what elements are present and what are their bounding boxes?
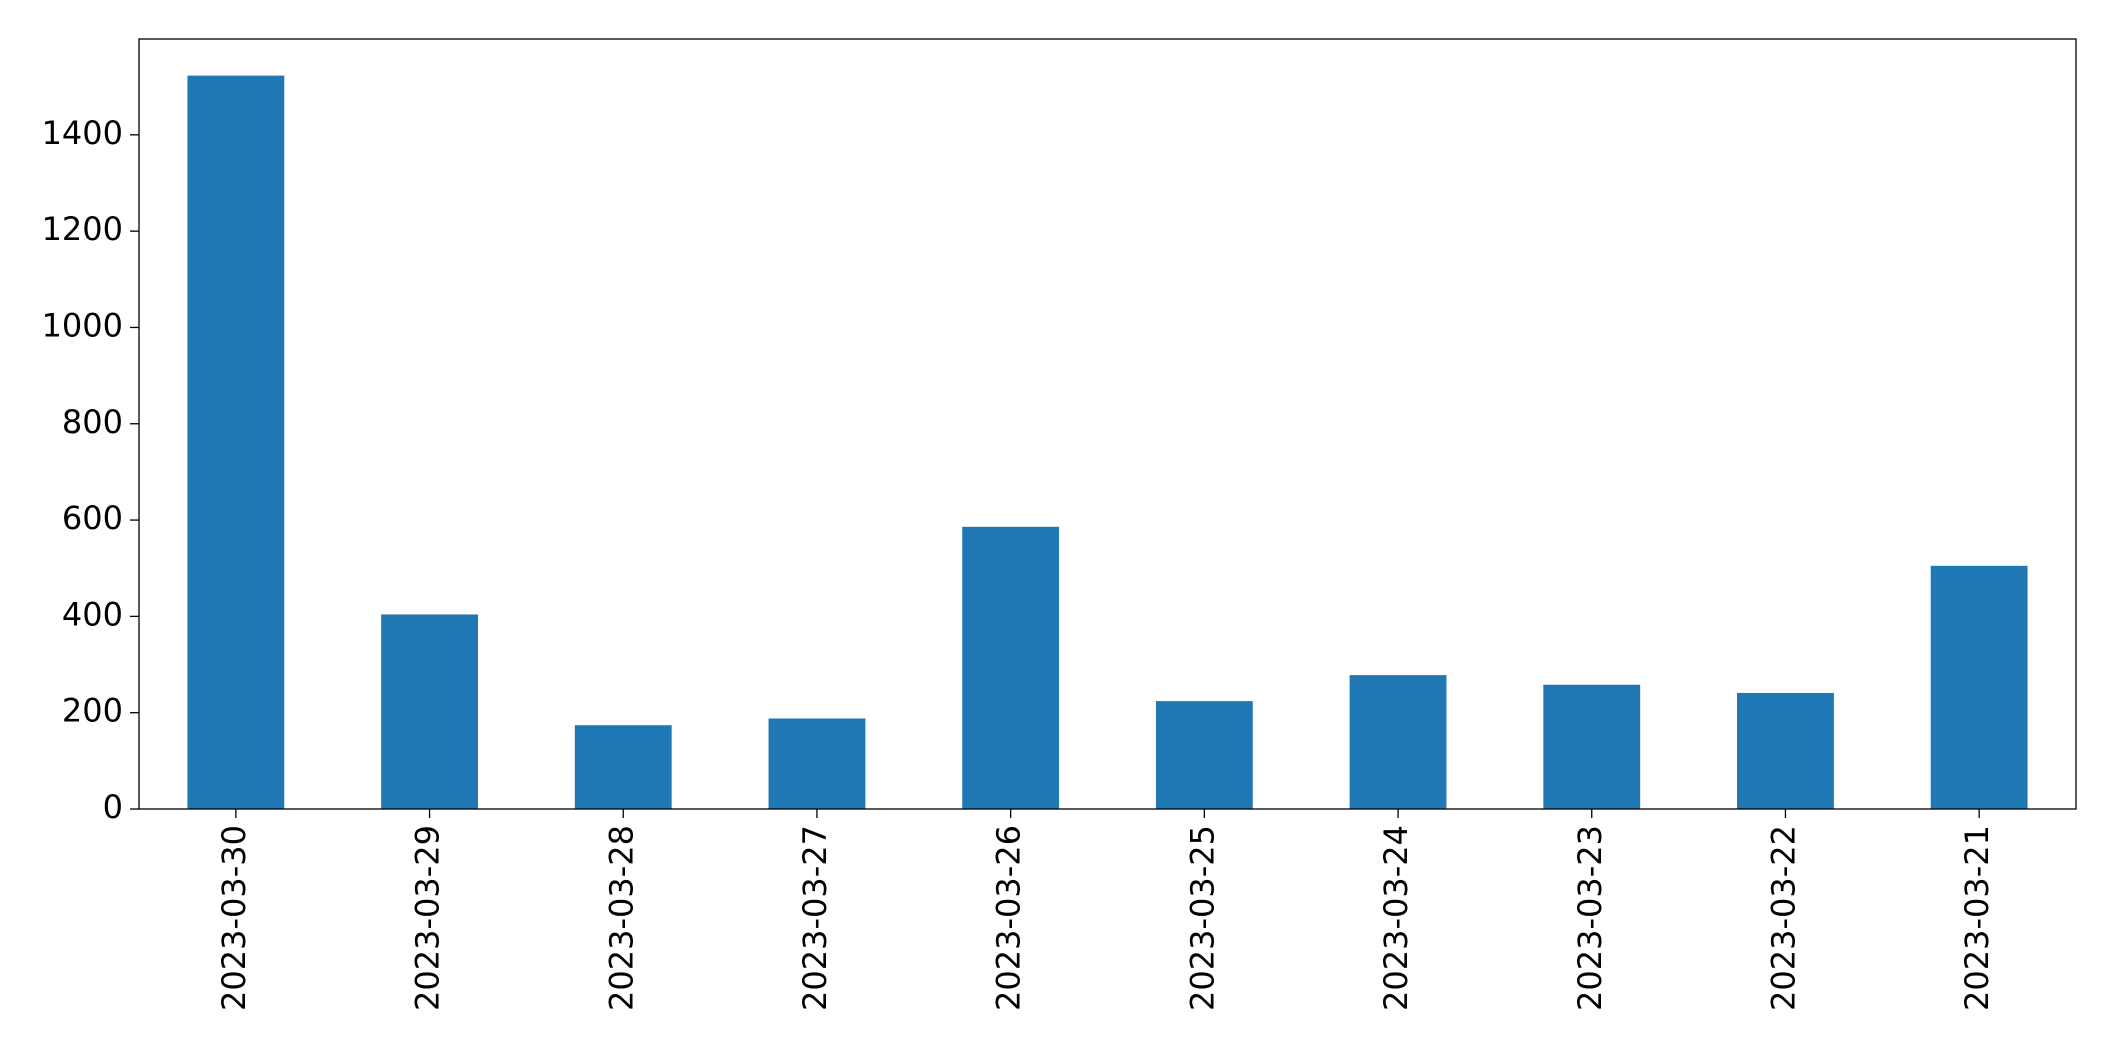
bar	[574, 725, 672, 809]
y-tick-label: 0	[103, 788, 123, 826]
x-tick-label: 2023-03-24	[1377, 825, 1415, 1011]
bar	[962, 526, 1060, 809]
x-tick-label: 2023-03-26	[990, 825, 1028, 1011]
y-tick-label: 200	[62, 692, 123, 730]
bar	[1737, 692, 1834, 809]
bar	[381, 614, 478, 809]
x-tick-label: 2023-03-28	[602, 825, 640, 1011]
y-tick-label: 400	[62, 595, 123, 633]
x-tick-label: 2023-03-27	[796, 825, 834, 1011]
bar	[187, 75, 285, 809]
bar	[1930, 565, 2028, 809]
x-tick-label: 2023-03-21	[1958, 825, 1996, 1011]
y-tick-label: 1400	[42, 114, 123, 152]
y-tick-label: 1000	[42, 306, 123, 344]
bar	[768, 718, 866, 809]
y-tick-label: 600	[62, 499, 123, 537]
bar	[1543, 684, 1641, 809]
bar	[1155, 701, 1253, 809]
x-tick-label: 2023-03-23	[1571, 825, 1609, 1011]
plot-frame	[138, 38, 2077, 810]
bar	[1349, 675, 1447, 809]
y-tick-label: 800	[62, 403, 123, 441]
y-tick-label: 1200	[42, 210, 123, 248]
x-tick-label: 2023-03-30	[215, 825, 253, 1011]
x-tick-label: 2023-03-22	[1764, 825, 1802, 1011]
x-tick-label: 2023-03-25	[1183, 825, 1221, 1011]
x-tick-label: 2023-03-29	[409, 825, 447, 1011]
